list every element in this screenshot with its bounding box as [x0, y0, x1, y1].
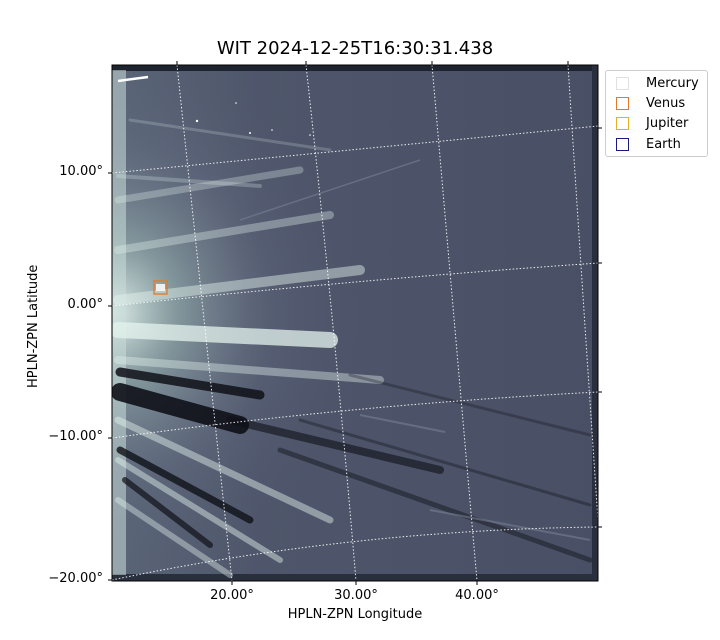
axes-frame: [111, 64, 599, 582]
legend-item-mercury: Mercury: [616, 73, 699, 93]
legend-item-earth: Earth: [616, 134, 681, 154]
legend-swatch-jupiter: [616, 116, 629, 130]
legend-label: Mercury: [646, 75, 699, 91]
axis-ticks: [108, 61, 602, 585]
x-tick-label: 30.00°: [334, 588, 378, 603]
legend-swatch-venus: [616, 96, 629, 110]
legend-label: Venus: [646, 95, 686, 111]
y-axis-label: HPLN-ZPN Latitude: [26, 264, 41, 388]
legend-item-venus: Venus: [616, 93, 685, 113]
x-axis-label: HPLN-ZPN Longitude: [287, 607, 423, 622]
y-tick-label: −10.00°: [48, 429, 103, 444]
y-tick-label: 10.00°: [59, 164, 103, 179]
legend-label: Earth: [646, 136, 681, 152]
figure-title: WIT 2024-12-25T16:30:31.438: [216, 38, 494, 59]
x-tick-label: 40.00°: [455, 588, 499, 603]
legend: Mercury Venus Jupiter Earth: [605, 70, 708, 157]
coordinate-grid: [112, 65, 598, 581]
venus-marker: [153, 280, 168, 295]
legend-swatch-earth: [616, 137, 629, 151]
legend-item-jupiter: Jupiter: [616, 113, 688, 133]
x-tick-label: 20.00°: [210, 588, 254, 603]
legend-label: Jupiter: [646, 115, 689, 131]
legend-swatch-mercury: [616, 76, 629, 90]
y-tick-label: 0.00°: [67, 297, 103, 312]
sky-image: [112, 65, 598, 581]
y-tick-label: −20.00°: [48, 571, 103, 586]
